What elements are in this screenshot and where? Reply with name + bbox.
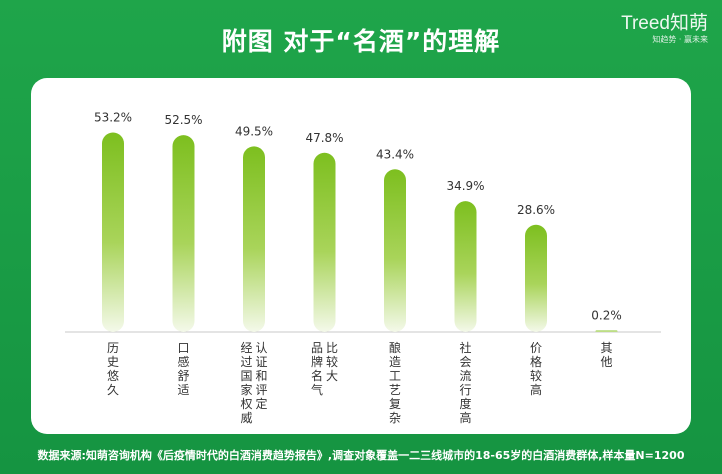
bar [243, 146, 265, 332]
category-label: 历史悠久 [107, 341, 119, 397]
category-label: 品牌名气 [311, 341, 323, 397]
data-label: 49.5% [235, 124, 273, 138]
data-label: 53.2% [94, 111, 132, 125]
data-label: 52.5% [164, 113, 202, 127]
bar [384, 169, 406, 332]
bar [595, 330, 618, 332]
data-label: 47.8% [305, 131, 343, 145]
chart-card: 53.2% 历史悠久 52.5% 口感舒适 49.5% 经过国家权威 认证和评定 47.8% 品… [31, 78, 691, 434]
category-label: 经过国家权威 [240, 341, 252, 425]
bar [454, 201, 477, 332]
data-label: 34.9% [446, 179, 484, 193]
bar [172, 135, 195, 332]
data-label: 43.4% [376, 147, 414, 161]
bar [102, 132, 124, 332]
bar [313, 152, 336, 332]
category-label: 比较大 [326, 341, 338, 383]
brand-slogan: 知趋势 · 赢未来 [652, 35, 708, 44]
category-label: 认证和评定 [255, 341, 267, 411]
category-label: 其他 [600, 341, 612, 369]
data-label: 0.2% [591, 309, 622, 323]
category-label: 酿造工艺复杂 [389, 340, 401, 425]
category-label: 口感舒适 [177, 341, 189, 397]
category-label: 价格较高 [530, 341, 542, 397]
brand-logo-text: Treed知萌 [621, 13, 708, 34]
data-label: 28.6% [517, 203, 555, 217]
category-label: 社会流行度高 [459, 340, 471, 425]
brand-logo: Treed知萌 知趋势 · 赢未来 [621, 14, 708, 46]
source-note: 数据来源:知萌咨询机构《后疫情时代的白酒消费趋势报告》,调查对象覆盖一二三线城市… [37, 449, 685, 462]
bar [525, 224, 547, 332]
page-title: 附图 对于“名酒”的理解 [221, 27, 501, 56]
